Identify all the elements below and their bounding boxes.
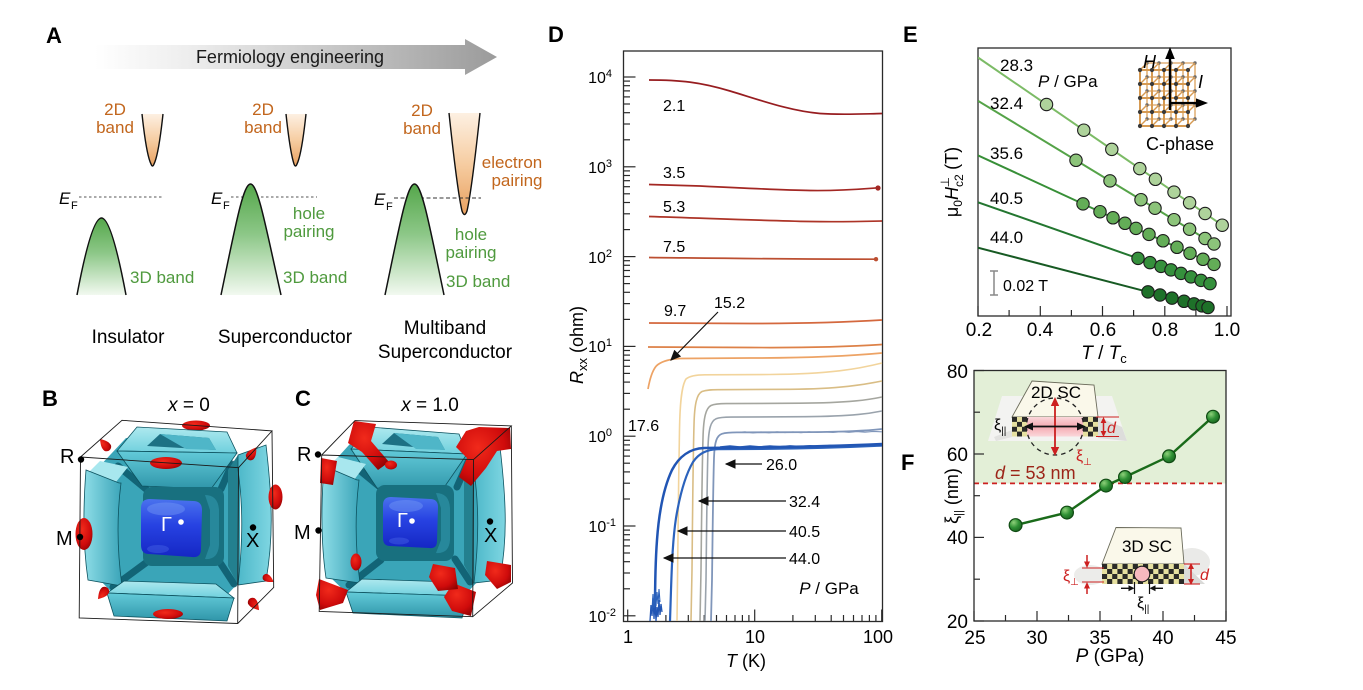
svg-text:10-2: 10-2 xyxy=(588,607,616,626)
svg-text:P / GPa: P / GPa xyxy=(1038,72,1098,91)
svg-text:44.0: 44.0 xyxy=(789,551,820,568)
svg-text:Multiband: Multiband xyxy=(404,318,486,339)
svg-text:μ0Hc2⊥ (T): μ0Hc2⊥ (T) xyxy=(938,147,966,217)
svg-text:I: I xyxy=(1198,72,1203,92)
svg-text:101: 101 xyxy=(588,337,612,356)
svg-text:Superconductor: Superconductor xyxy=(378,342,513,363)
svg-text:2D: 2D xyxy=(411,101,433,120)
svg-text:0.4: 0.4 xyxy=(1027,320,1054,341)
svg-text:Γ: Γ xyxy=(161,514,172,536)
svg-text:T (K): T (K) xyxy=(726,651,766,671)
svg-text:Superconductor: Superconductor xyxy=(218,327,353,348)
svg-text:3.5: 3.5 xyxy=(663,165,685,182)
svg-text:17.6: 17.6 xyxy=(628,418,659,435)
svg-text:0.2: 0.2 xyxy=(966,320,992,341)
svg-text:x = 1.0: x = 1.0 xyxy=(400,395,459,416)
svg-text:3D band: 3D band xyxy=(446,272,510,291)
svg-text:x = 0: x = 0 xyxy=(167,395,210,416)
svg-text:104: 104 xyxy=(588,68,612,87)
svg-text:26.0: 26.0 xyxy=(766,457,797,474)
svg-text:35.6: 35.6 xyxy=(990,144,1023,163)
svg-text:band: band xyxy=(244,118,282,137)
svg-text:pairing: pairing xyxy=(283,222,334,241)
svg-text:F: F xyxy=(223,200,230,212)
svg-text:1.0: 1.0 xyxy=(1214,320,1240,341)
svg-text:103: 103 xyxy=(588,158,612,177)
svg-text:32.4: 32.4 xyxy=(990,94,1023,113)
svg-text:F: F xyxy=(386,201,393,213)
svg-text:band: band xyxy=(403,119,441,138)
svg-text:C-phase: C-phase xyxy=(1146,134,1214,154)
svg-text:5.3: 5.3 xyxy=(663,199,685,216)
svg-text:9.7: 9.7 xyxy=(664,303,686,320)
svg-text:X: X xyxy=(484,525,497,547)
svg-text:3D band: 3D band xyxy=(283,268,347,287)
svg-text:P (GPa): P (GPa) xyxy=(1076,646,1145,667)
svg-text:d: d xyxy=(1107,420,1117,437)
svg-text:ξ|| (nm): ξ|| (nm) xyxy=(942,468,965,524)
svg-text:R: R xyxy=(60,446,74,468)
svg-text:80: 80 xyxy=(947,362,968,383)
svg-text:60: 60 xyxy=(947,445,968,466)
svg-text:7.5: 7.5 xyxy=(663,239,685,256)
svg-text:T / Tc: T / Tc xyxy=(1081,343,1127,366)
svg-text:C: C xyxy=(295,386,311,411)
svg-text:Γ: Γ xyxy=(397,510,408,532)
svg-text:2D: 2D xyxy=(252,100,274,119)
svg-text:M: M xyxy=(56,528,73,550)
svg-text:15.2: 15.2 xyxy=(714,295,745,312)
svg-text:E: E xyxy=(374,190,386,209)
svg-text:45: 45 xyxy=(1215,628,1236,649)
svg-text:20: 20 xyxy=(947,612,968,633)
svg-text:100: 100 xyxy=(863,627,893,647)
svg-text:2D SC: 2D SC xyxy=(1031,383,1081,402)
svg-text:E: E xyxy=(211,189,223,208)
svg-text:F: F xyxy=(71,200,78,212)
svg-text:100: 100 xyxy=(588,427,612,446)
svg-text:44.0: 44.0 xyxy=(990,228,1023,247)
svg-text:X: X xyxy=(246,530,259,552)
svg-text:28.3: 28.3 xyxy=(1000,56,1033,75)
svg-text:3D SC: 3D SC xyxy=(1122,537,1172,556)
svg-text:pairing: pairing xyxy=(491,171,542,190)
svg-text:40: 40 xyxy=(947,528,968,549)
svg-text:Rxx (ohm): Rxx (ohm) xyxy=(567,306,590,384)
svg-text:A: A xyxy=(46,23,62,48)
svg-text:d: d xyxy=(1200,567,1210,584)
svg-text:M: M xyxy=(294,522,311,544)
svg-text:R: R xyxy=(297,444,311,466)
svg-text:25: 25 xyxy=(964,628,985,649)
svg-text:hole: hole xyxy=(293,204,325,223)
svg-text:32.4: 32.4 xyxy=(789,494,820,511)
svg-text:band: band xyxy=(96,118,134,137)
svg-text:F: F xyxy=(901,450,914,475)
svg-text:0.6: 0.6 xyxy=(1090,320,1116,341)
svg-text:2D: 2D xyxy=(104,100,126,119)
svg-text:0.8: 0.8 xyxy=(1152,320,1178,341)
svg-text:40: 40 xyxy=(1152,628,1173,649)
svg-text:35: 35 xyxy=(1089,628,1110,649)
svg-text:40.5: 40.5 xyxy=(789,524,820,541)
svg-text:B: B xyxy=(42,386,58,411)
svg-text:Fermiology engineering: Fermiology engineering xyxy=(196,47,384,67)
svg-text:3D band: 3D band xyxy=(130,268,194,287)
svg-text:10-1: 10-1 xyxy=(588,517,616,536)
svg-text:30: 30 xyxy=(1026,628,1047,649)
svg-text:D: D xyxy=(548,22,564,47)
svg-text:10: 10 xyxy=(745,627,765,647)
svg-text:hole: hole xyxy=(455,225,487,244)
svg-text:H: H xyxy=(1143,52,1157,72)
svg-text:d = 53 nm: d = 53 nm xyxy=(995,463,1076,483)
svg-text:E: E xyxy=(903,22,918,47)
svg-text:102: 102 xyxy=(588,248,612,267)
svg-text:E: E xyxy=(59,189,71,208)
svg-text:1: 1 xyxy=(623,627,633,647)
svg-text:pairing: pairing xyxy=(445,243,496,262)
svg-text:0.02 T: 0.02 T xyxy=(1003,278,1048,295)
svg-text:40.5: 40.5 xyxy=(990,189,1023,208)
svg-text:electron: electron xyxy=(482,153,542,172)
svg-text:2.1: 2.1 xyxy=(663,98,685,115)
svg-text:Insulator: Insulator xyxy=(92,327,166,348)
svg-text:P / GPa: P / GPa xyxy=(799,579,859,598)
